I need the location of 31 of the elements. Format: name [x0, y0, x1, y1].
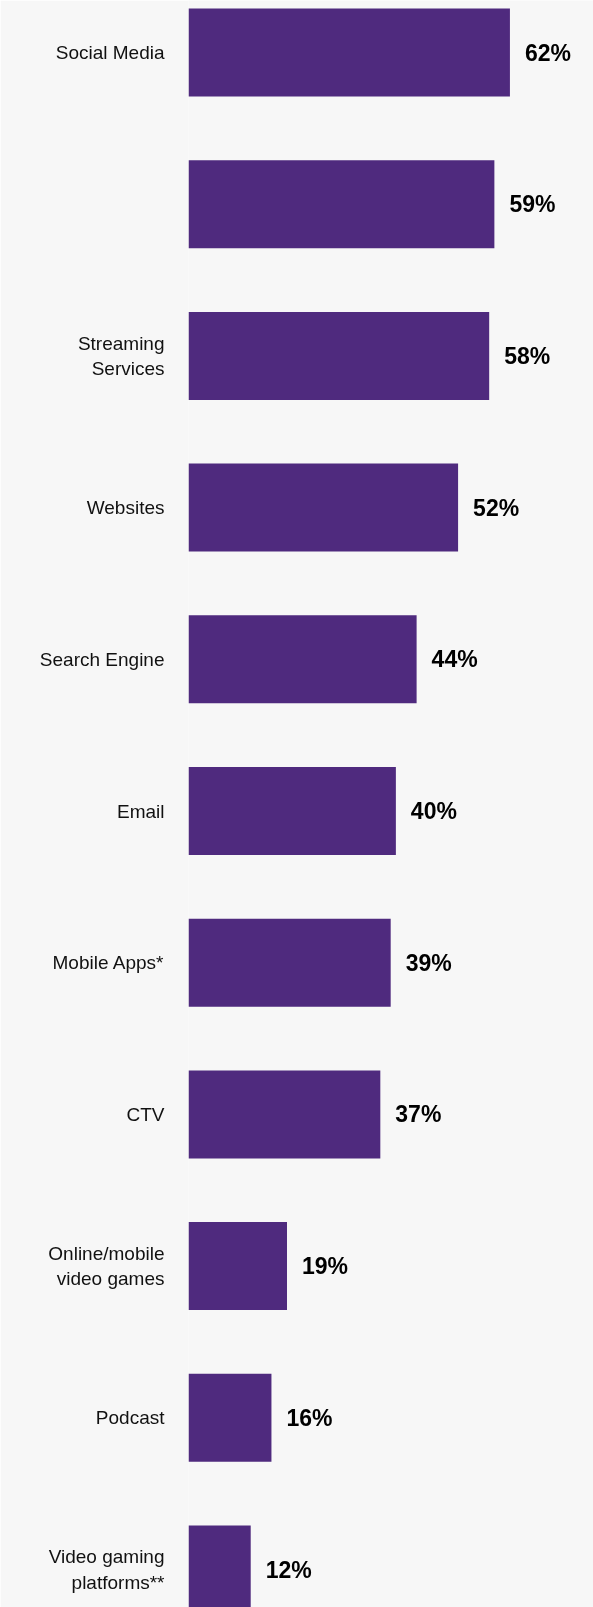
data-label: 37%: [395, 1101, 442, 1128]
data-label: 52%: [473, 494, 520, 521]
data-label: 40%: [410, 798, 457, 824]
bar: [188, 615, 417, 704]
y-tick-label: Email: [116, 800, 165, 822]
bar: [188, 463, 459, 552]
data-label: 19%: [302, 1253, 349, 1280]
data-label: 16%: [286, 1404, 333, 1431]
bar: [188, 1373, 272, 1462]
y-tick-label: Video gaming platforms**: [48, 1546, 166, 1593]
y-tick-label: Social Media: [55, 42, 165, 63]
data-label: 12%: [265, 1556, 312, 1583]
data-label: 44%: [431, 646, 478, 673]
y-tick-label: CTV: [126, 1103, 165, 1125]
data-label: 62%: [524, 39, 571, 66]
y-tick-label: Podcast: [95, 1407, 166, 1429]
bar: [188, 918, 391, 1007]
bar: [188, 1222, 287, 1311]
y-tick-label: Mobile Apps*: [52, 952, 165, 974]
data-label: 59%: [509, 191, 556, 218]
bar: [188, 8, 510, 97]
bar: [188, 767, 396, 855]
bar: [188, 311, 490, 400]
bar: [188, 160, 495, 249]
data-label: 58%: [504, 342, 551, 369]
y-tick-label: Websites: [86, 497, 165, 519]
y-tick-label: Streaming Services: [77, 332, 165, 379]
y-tick-label: Search Engine: [39, 648, 165, 670]
data-label: 39%: [405, 949, 452, 976]
y-tick-label: Online/mobile video games: [48, 1243, 165, 1290]
bar: [188, 1070, 381, 1159]
